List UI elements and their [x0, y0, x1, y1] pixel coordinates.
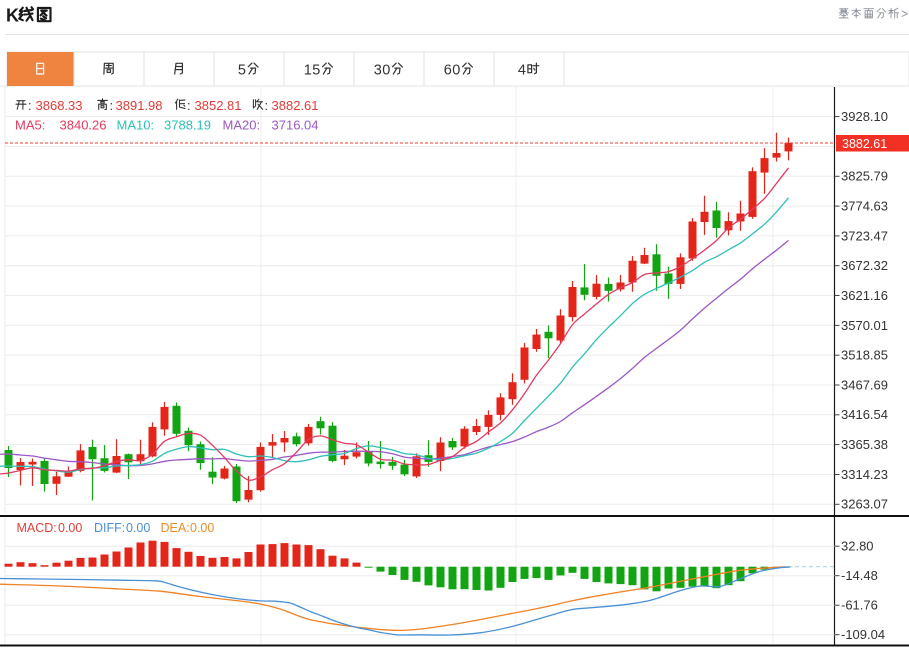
svg-text:-109.04: -109.04: [841, 627, 885, 642]
svg-text:3868.33: 3868.33: [36, 98, 83, 113]
svg-text:0.00: 0.00: [58, 521, 82, 535]
svg-text:0.00: 0.00: [190, 521, 214, 535]
svg-text:MA5:: MA5:: [15, 118, 45, 133]
svg-text:3365.38: 3365.38: [841, 437, 888, 452]
svg-text:3: 3: [374, 63, 382, 79]
svg-text:4: 4: [518, 63, 526, 79]
svg-text:MA20:: MA20:: [223, 118, 261, 133]
svg-text:3518.85: 3518.85: [841, 348, 888, 363]
svg-text:-14.48: -14.48: [841, 568, 878, 583]
svg-text:0: 0: [452, 63, 460, 79]
svg-text::: :: [110, 98, 114, 113]
svg-text:3852.81: 3852.81: [195, 98, 242, 113]
svg-text:3723.47: 3723.47: [841, 228, 888, 243]
svg-text:MA10:: MA10:: [117, 118, 155, 133]
svg-text:3314.23: 3314.23: [841, 467, 888, 482]
svg-text:3774.63: 3774.63: [841, 199, 888, 214]
svg-text:3570.01: 3570.01: [841, 318, 888, 333]
svg-text:-61.76: -61.76: [841, 598, 878, 613]
svg-text:3416.54: 3416.54: [841, 407, 888, 422]
svg-text:MACD:: MACD:: [17, 521, 57, 535]
svg-text::: :: [28, 98, 32, 113]
svg-text:3882.61: 3882.61: [272, 98, 319, 113]
svg-text::: :: [187, 98, 191, 113]
svg-text:DIFF:: DIFF:: [94, 521, 125, 535]
svg-text:K: K: [6, 6, 19, 26]
svg-text:1: 1: [304, 63, 312, 79]
svg-text:5: 5: [312, 63, 320, 79]
svg-text::: :: [265, 98, 269, 113]
svg-text:3716.04: 3716.04: [272, 118, 319, 133]
svg-text:3263.07: 3263.07: [841, 497, 888, 512]
svg-text:3882.61: 3882.61: [842, 137, 887, 151]
svg-text:3825.79: 3825.79: [841, 169, 888, 184]
svg-text:3891.98: 3891.98: [116, 98, 163, 113]
svg-text:>: >: [901, 7, 908, 21]
svg-text:3621.16: 3621.16: [841, 288, 888, 303]
svg-text:5: 5: [238, 63, 246, 79]
svg-text:6: 6: [444, 63, 452, 79]
svg-text:3928.10: 3928.10: [841, 109, 888, 124]
svg-text:3840.26: 3840.26: [60, 118, 107, 133]
svg-text:0.00: 0.00: [126, 521, 150, 535]
svg-text:DEA:: DEA:: [161, 521, 190, 535]
svg-text:3788.19: 3788.19: [164, 118, 211, 133]
svg-text:0: 0: [382, 63, 390, 79]
svg-text:32.80: 32.80: [841, 539, 874, 554]
svg-text:3467.69: 3467.69: [841, 377, 888, 392]
svg-text:3672.32: 3672.32: [841, 258, 888, 273]
